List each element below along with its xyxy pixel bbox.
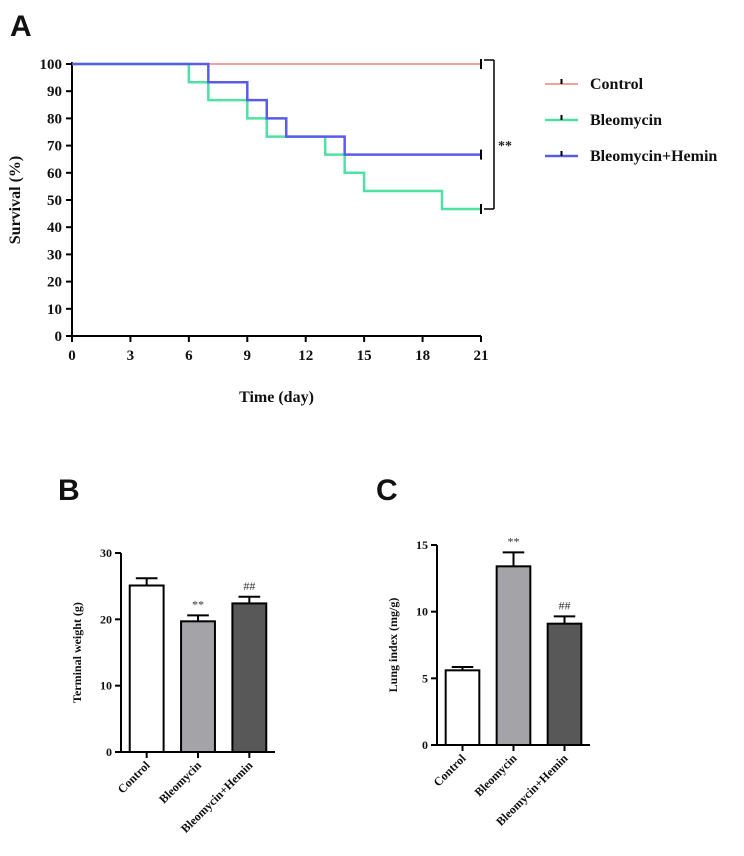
y-tick-label: 60 [47, 166, 62, 182]
y-tick-label: 10 [47, 302, 62, 318]
x-tick-label: 0 [68, 348, 76, 364]
y-tick-label: 50 [47, 193, 62, 209]
significance-label: ** [192, 597, 204, 611]
x-axis-title: Time (day) [239, 389, 314, 406]
x-tick-label: Bleomycin [156, 758, 204, 806]
x-tick-label: 9 [244, 348, 252, 364]
survival-line-1 [72, 62, 481, 211]
y-axis-title: Terminal weight (g) [70, 602, 84, 703]
y-tick-label: 0 [55, 329, 63, 345]
lung-index-chart: 051015Control**Bleomycin##Bleomycin+Hemi… [386, 534, 590, 829]
legend-label: Bleomycin [590, 112, 662, 129]
y-axis-title: Survival (%) [7, 156, 24, 244]
y-tick-label: 90 [47, 84, 62, 100]
bar [546, 622, 583, 747]
y-tick-label: 20 [47, 275, 62, 291]
y-tick-label: 5 [422, 671, 428, 685]
x-tick-label: Bleomycin [472, 751, 520, 799]
y-tick-label: 10 [416, 605, 428, 619]
panel-label-c: C [376, 474, 398, 507]
y-tick-label: 70 [47, 139, 62, 155]
y-tick-label: 0 [106, 745, 112, 759]
y-tick-label: 40 [47, 220, 62, 236]
y-tick-label: 30 [47, 247, 62, 263]
y-tick-label: 100 [40, 57, 63, 73]
y-tick-label: 80 [47, 111, 62, 127]
x-tick-label: 15 [357, 348, 372, 364]
terminal-weight-chart: 0102030Control**Bleomycin##Bleomycin+Hem… [70, 546, 275, 836]
x-tick-label: 21 [474, 348, 489, 364]
x-tick-label: 18 [415, 348, 430, 364]
significance-label: ## [243, 579, 255, 593]
bar [495, 565, 532, 746]
x-tick-label: Control [431, 751, 469, 789]
x-tick-label: 12 [298, 348, 313, 364]
significance-label: ** [508, 534, 520, 548]
y-tick-label: 0 [422, 738, 428, 752]
y-tick-label: 15 [416, 538, 428, 552]
y-tick-label: 30 [100, 546, 112, 560]
bar [231, 602, 268, 753]
significance-label: ## [559, 598, 571, 612]
survival-chart: 0 10 20 30 40 50 60 70 80 90 100 0 3 6 9 12 15 18 21 Time (… [7, 57, 717, 406]
bar [180, 620, 216, 753]
x-tick-label: 3 [127, 348, 135, 364]
legend-label: Bleomycin+Hemin [590, 148, 717, 165]
survival-line-2 [72, 62, 481, 156]
x-tick-label: Control [115, 758, 153, 796]
legend-label: Control [590, 76, 644, 93]
y-tick-label: 20 [100, 612, 112, 626]
x-tick-label: 6 [185, 348, 193, 364]
significance-label: ** [498, 139, 512, 154]
panel-label-a: A [10, 10, 32, 43]
y-tick-label: 10 [100, 679, 112, 693]
y-axis-title: Lung index (mg/g) [386, 598, 400, 693]
bar [444, 669, 481, 746]
bar [128, 584, 165, 754]
panel-label-b: B [58, 474, 80, 507]
